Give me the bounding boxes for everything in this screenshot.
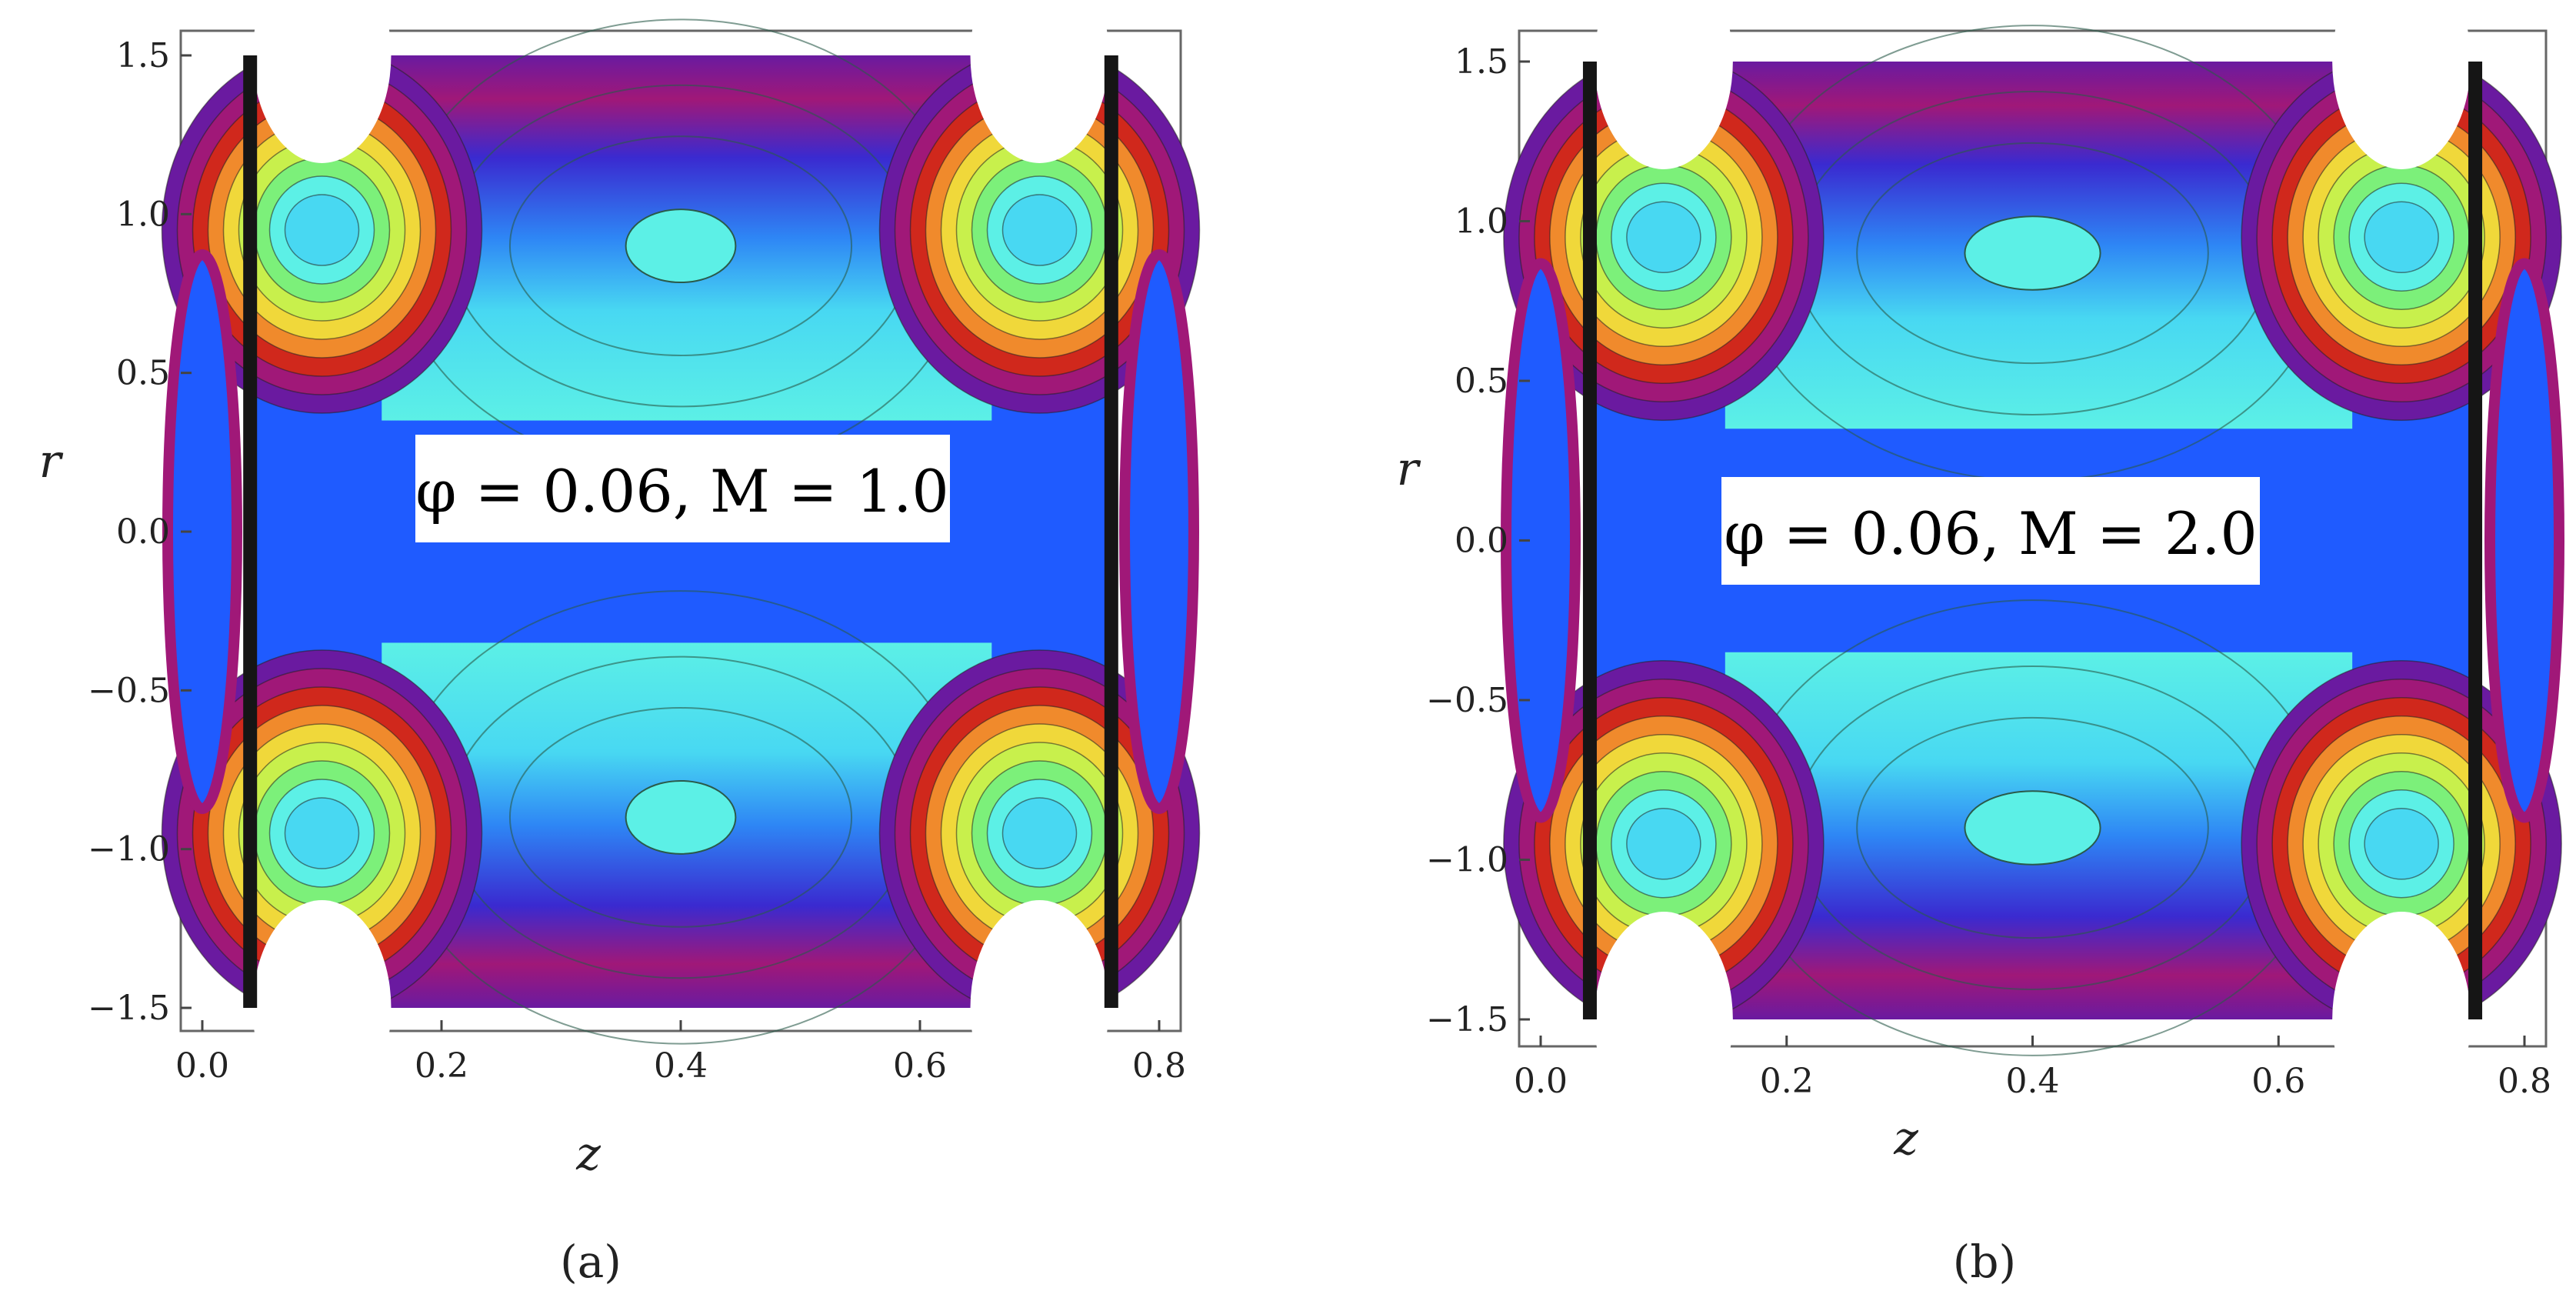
panel-label: (b) <box>1953 1236 2016 1288</box>
annotation-box: φ = 0.06, M = 2.0 <box>1721 477 2260 585</box>
contour-lobe-ring <box>1001 797 1078 869</box>
contour-field <box>161 0 1201 1116</box>
annotation-text: φ = 0.06, M = 1.0 <box>415 457 948 525</box>
contour-lobe-ring <box>2364 201 2439 273</box>
panel-b: 0.0 0.2 0.4 0.6 0.8 1.5 1.0 0.5 0.0 −0.5 −1.0 −1.5… <box>1397 0 2564 1288</box>
wall-gap <box>252 0 392 163</box>
y-tick-label: −0.5 <box>88 671 170 710</box>
x-tick-label: 0.2 <box>1760 1062 1814 1101</box>
y-tick-label: −1.5 <box>88 989 170 1028</box>
contour-peak <box>625 208 737 284</box>
panel-label: (a) <box>560 1236 622 1288</box>
annotation-text: φ = 0.06, M = 2.0 <box>1724 499 2257 568</box>
y-tick-label: 1.5 <box>1455 42 1508 82</box>
contour-lobe-ring <box>1626 808 1701 880</box>
wall-gap <box>1594 0 1733 169</box>
y-ticks: 1.5 1.0 0.5 0.0 −0.5 −1.0 −1.5 <box>88 36 192 1028</box>
contour-peak <box>625 779 737 855</box>
contour-ring <box>508 707 853 928</box>
y-tick-label: 0.0 <box>116 512 170 552</box>
y-tick-label: 0.5 <box>116 354 170 393</box>
contour-peak <box>1964 790 2101 866</box>
panel-a: 0.0 0.2 0.4 0.6 0.8 1.5 1.0 0.5 0.0 −0.5 −1.0 −1.5… <box>39 0 1201 1288</box>
x-tick-label: 0.4 <box>654 1046 708 1086</box>
x-tick-label: 0.4 <box>2006 1062 2060 1101</box>
y-ticks: 1.5 1.0 0.5 0.0 −0.5 −1.0 −1.5 <box>1426 42 1530 1039</box>
wall-gap <box>2332 912 2471 1127</box>
x-tick-label: 0.2 <box>415 1046 468 1086</box>
x-ticks: 0.0 0.2 0.4 0.6 0.8 <box>1514 1036 2551 1101</box>
wall-gap <box>970 900 1109 1116</box>
y-tick-label: −1.5 <box>1426 1000 1508 1039</box>
side-bulge <box>2484 258 2564 823</box>
x-tick-label: 0.6 <box>893 1046 947 1086</box>
contour-lobe-ring <box>1626 201 1701 273</box>
y-tick-label: 1.5 <box>116 36 170 75</box>
wall-boundary <box>243 55 258 1008</box>
x-tick-label: 0.8 <box>1132 1046 1186 1086</box>
y-tick-label: −0.5 <box>1426 681 1508 720</box>
contour-ring <box>508 135 853 356</box>
x-tick-label: 0.0 <box>175 1046 229 1086</box>
y-axis-label: r <box>39 435 64 489</box>
annotation-box: φ = 0.06, M = 1.0 <box>415 435 950 542</box>
contour-ring <box>1856 142 2209 365</box>
contour-ring <box>1856 716 2209 939</box>
contour-lobe-ring <box>284 797 360 869</box>
x-ticks: 0.0 0.2 0.4 0.6 0.8 <box>175 1020 1186 1086</box>
wall-gap <box>2332 0 2471 169</box>
side-bulge <box>1119 249 1199 814</box>
x-tick-label: 0.0 <box>1514 1062 1568 1101</box>
wall-boundary <box>1582 62 1597 1019</box>
contour-lobe-ring <box>2364 808 2439 880</box>
contour-lobe-ring <box>1001 194 1078 266</box>
x-tick-label: 0.6 <box>2251 1062 2305 1101</box>
wall-gap <box>1594 912 1733 1127</box>
y-tick-label: 1.0 <box>1455 202 1508 242</box>
y-tick-label: −1.0 <box>1426 841 1508 880</box>
x-axis-label: z <box>575 1127 601 1181</box>
side-bulge <box>162 249 242 814</box>
y-tick-label: 1.0 <box>116 195 170 234</box>
contour-lobe-ring <box>284 194 360 266</box>
wall-gap <box>970 0 1109 163</box>
side-bulge <box>1501 258 1581 823</box>
y-tick-label: 0.5 <box>1455 362 1508 401</box>
wall-boundary <box>1104 55 1118 1008</box>
wall-gap <box>252 900 392 1116</box>
wall-boundary <box>2468 62 2483 1019</box>
x-tick-label: 0.8 <box>2498 1062 2551 1101</box>
y-tick-label: −1.0 <box>88 830 170 869</box>
contour-peak <box>1964 215 2101 291</box>
y-tick-label: 0.0 <box>1455 522 1508 561</box>
x-axis-label: z <box>1893 1112 1918 1166</box>
y-axis-label: r <box>1397 442 1421 496</box>
